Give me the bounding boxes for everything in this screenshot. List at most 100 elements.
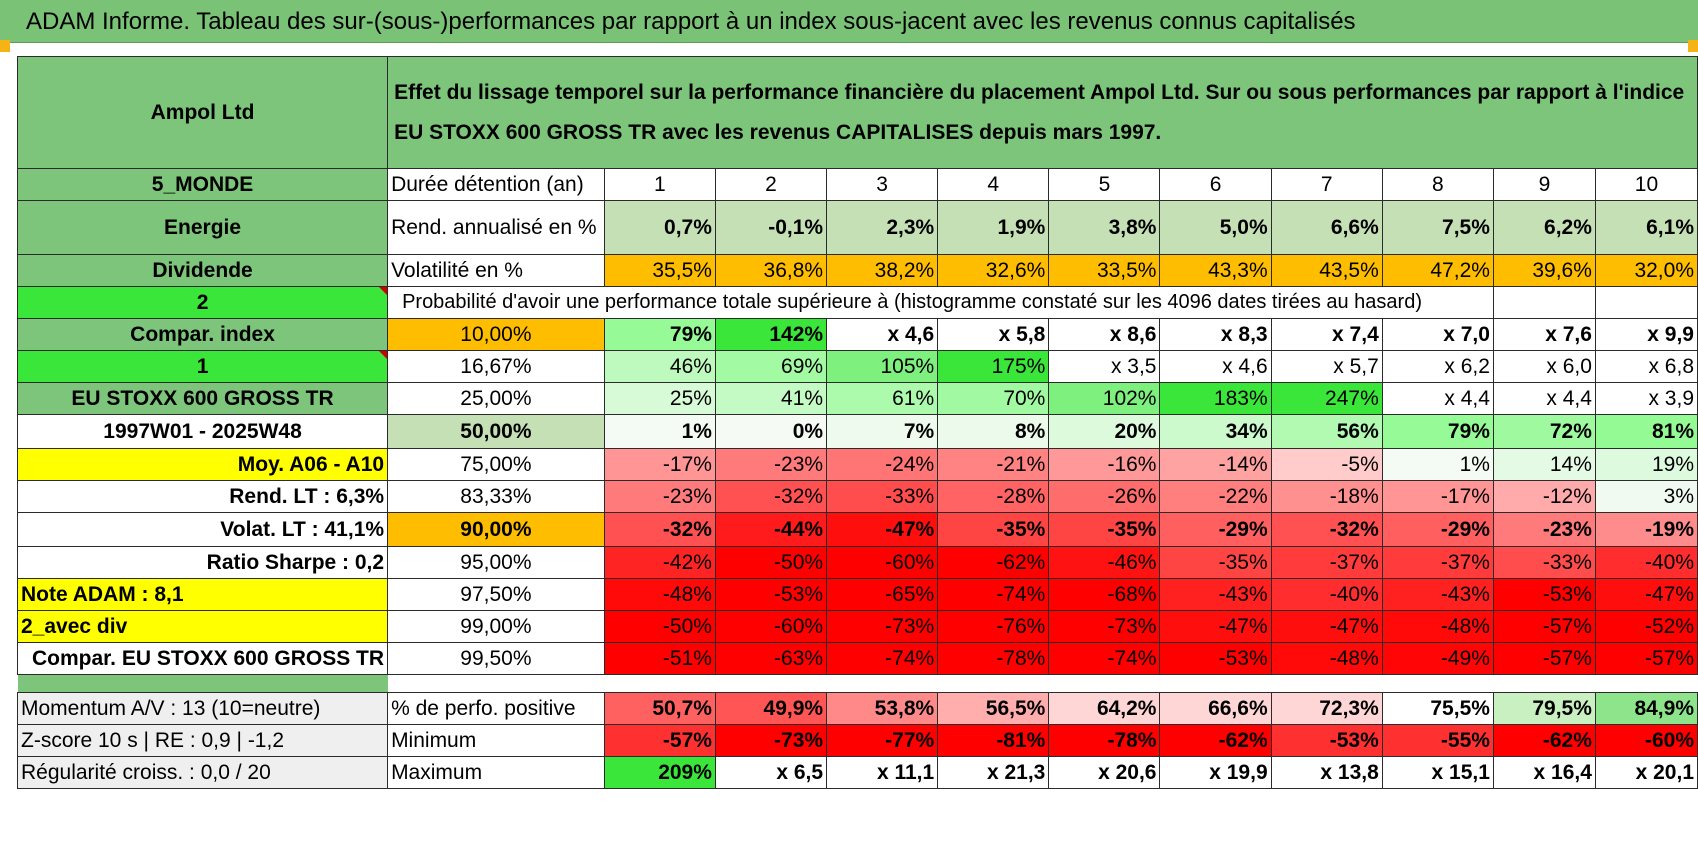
probability-value: 46% — [603, 350, 716, 383]
probability-value: -49% — [1381, 642, 1494, 675]
probability-value: -63% — [714, 642, 828, 675]
probability-value: -48% — [603, 578, 716, 611]
probability-threshold: 95,00% — [387, 546, 605, 579]
probability-value: -76% — [937, 610, 1050, 643]
minimum-value: -73% — [714, 724, 828, 757]
probability-value: x 4,4 — [1381, 382, 1494, 415]
gap-cell — [938, 675, 1049, 693]
gap-cell — [715, 675, 826, 693]
return-value: 0,7% — [603, 200, 716, 255]
income-label: Dividende — [16, 254, 389, 287]
probability-value: -29% — [1381, 512, 1494, 547]
probability-value: x 4,6 — [826, 318, 939, 351]
probability-value: -19% — [1594, 512, 1698, 547]
average-label: Moy. A06 - A10 — [16, 448, 389, 481]
probability-value: -29% — [1159, 512, 1272, 547]
zone-label: 5_MONDE — [16, 168, 389, 201]
probability-value: -40% — [1594, 546, 1698, 579]
positive-row: Momentum A/V : 13 (10=neutre)% de perfo.… — [16, 692, 1698, 725]
probability-row: Ratio Sharpe : 0,2 95,00% -42% -50% -60% -62%… — [16, 546, 1698, 579]
positive-value: 79,5% — [1492, 692, 1596, 725]
page-title: ADAM Informe. Tableau des sur-(sous-)per… — [26, 8, 1356, 35]
probability-row: Volat. LT : 41,1% 90,00% -32% -44% -47% -35% -… — [16, 512, 1698, 547]
probability-value: -33% — [826, 480, 939, 513]
probability-value: 175% — [937, 350, 1050, 383]
gap-green-bar — [17, 674, 388, 693]
years-row: 5_MONDE Durée détention (an) 1 2 3 4 5 6 7 8 9 10 — [16, 168, 1698, 201]
probability-value: x 3,9 — [1594, 382, 1698, 415]
probability-row: Compar. index 10,00% 79% 142% x 4,6 x 5,8 x 8,… — [16, 318, 1698, 351]
probability-value: -53% — [1492, 578, 1596, 611]
probability-title-row: 2 Probabilité d'avoir une performance tot… — [16, 286, 1698, 319]
probability-label: Probabilité d'avoir une performance tota… — [387, 286, 1494, 319]
period-label: 1997W01 - 2025W48 — [16, 414, 389, 449]
probability-value: -60% — [714, 610, 828, 643]
positive-value: 84,9% — [1594, 692, 1698, 725]
return-value: -0,1% — [714, 200, 828, 255]
year-header: 4 — [937, 168, 1050, 201]
title-bar: ADAM Informe. Tableau des sur-(sous-)per… — [0, 0, 1698, 43]
probability-value: x 4,4 — [1492, 382, 1596, 415]
probability-value: 142% — [714, 318, 828, 351]
minimum-value: -77% — [826, 724, 939, 757]
probability-value: -35% — [1159, 546, 1272, 579]
probability-value: 20% — [1048, 414, 1161, 449]
probability-value: 56% — [1270, 414, 1383, 449]
probability-value: -52% — [1594, 610, 1698, 643]
year-header: 7 — [1270, 168, 1383, 201]
probability-row: 1 16,67% 46% 69% 105% 175% x 3,5 x 4,6 x 5,7 x 6,… — [16, 350, 1698, 383]
maximum-value: 209% — [603, 756, 716, 789]
probability-value: 183% — [1159, 382, 1272, 415]
probability-threshold: 16,67% — [387, 350, 605, 383]
probability-value: -48% — [1381, 610, 1494, 643]
probability-value: 1% — [1381, 448, 1494, 481]
maximum-value: x 20,1 — [1594, 756, 1698, 789]
selector-b[interactable]: 1 — [16, 350, 389, 383]
probability-value: 79% — [1381, 414, 1494, 449]
probability-value: -33% — [1492, 546, 1596, 579]
positive-value: 66,6% — [1159, 692, 1272, 725]
probability-value: -23% — [714, 448, 828, 481]
gap-cell — [827, 675, 938, 693]
maximum-value: x 13,8 — [1270, 756, 1383, 789]
probability-value: -48% — [1270, 642, 1383, 675]
year-header: 8 — [1381, 168, 1494, 201]
year-header: 10 — [1594, 168, 1698, 201]
probability-value: -47% — [1270, 610, 1383, 643]
probability-row: 2_avec div 99,00% -50% -60% -73% -76% -73% -47%… — [16, 610, 1698, 643]
probability-value: -35% — [1048, 512, 1161, 547]
probability-value: x 7,6 — [1492, 318, 1596, 351]
probability-value: -32% — [714, 480, 828, 513]
probability-value: 81% — [1594, 414, 1698, 449]
return-label: Rend. annualisé en % — [387, 200, 605, 255]
probability-value: -23% — [603, 480, 716, 513]
probability-value: x 6,8 — [1594, 350, 1698, 383]
probability-row: EU STOXX 600 GROSS TR 25,00% 25% 41% 61% 70% 1… — [16, 382, 1698, 415]
volatility-value: 32,0% — [1594, 254, 1698, 287]
positive-value: 50,7% — [603, 692, 716, 725]
probability-value: -35% — [937, 512, 1050, 547]
probability-value: -53% — [714, 578, 828, 611]
minimum-value: -81% — [937, 724, 1050, 757]
probability-value: -22% — [1159, 480, 1272, 513]
probability-value: x 5,7 — [1270, 350, 1383, 383]
probability-row: Moy. A06 - A10 75,00% -17% -23% -24% -21% -16%… — [16, 448, 1698, 481]
probability-value: -26% — [1048, 480, 1161, 513]
year-header: 1 — [603, 168, 716, 201]
probability-value: -74% — [937, 578, 1050, 611]
return-value: 6,2% — [1492, 200, 1596, 255]
compar-stoxx-label: Compar. EU STOXX 600 GROSS TR — [16, 642, 389, 675]
probability-value: 41% — [714, 382, 828, 415]
adam-note: Note ADAM : 8,1 — [16, 578, 389, 611]
positive-value: 72,3% — [1270, 692, 1383, 725]
probability-value: -53% — [1159, 642, 1272, 675]
probability-value: -62% — [937, 546, 1050, 579]
index-name: EU STOXX 600 GROSS TR — [16, 382, 389, 415]
probability-value: x 6,2 — [1381, 350, 1494, 383]
selector-a[interactable]: 2 — [16, 286, 389, 319]
probability-value: -73% — [826, 610, 939, 643]
probability-value: -43% — [1381, 578, 1494, 611]
probability-value: -21% — [937, 448, 1050, 481]
volatility-value: 47,2% — [1381, 254, 1494, 287]
maximum-value: x 15,1 — [1381, 756, 1494, 789]
